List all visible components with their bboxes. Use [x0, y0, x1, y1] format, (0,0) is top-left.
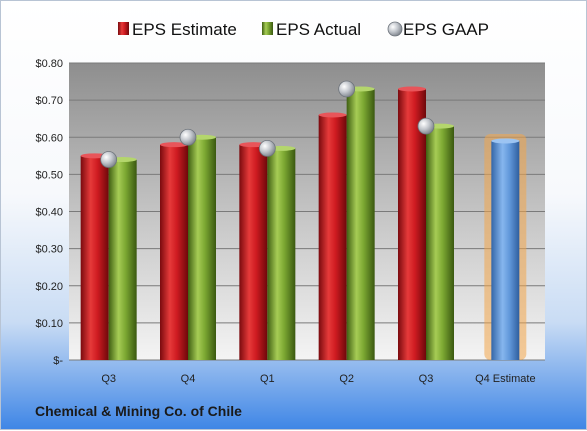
gridlines: [69, 62, 545, 361]
eps-gaap-point: [258, 139, 276, 157]
legend-label: EPS Estimate: [132, 20, 237, 39]
bar-future-estimate: [491, 140, 520, 360]
x-tick-label: Q4: [181, 373, 196, 385]
y-tick-label: $0.30: [35, 244, 63, 256]
legend: EPS Estimate EPS Actual EPS GAAP: [118, 20, 489, 39]
y-tick-label: $0.20: [35, 281, 63, 293]
eps-gaap-point: [100, 151, 118, 168]
legend-swatch: [262, 22, 273, 35]
legend-swatch: [387, 21, 403, 37]
company-name: Chemical & Mining Co. of Chile: [35, 403, 242, 419]
bar-eps-estimate: [160, 144, 188, 360]
bar-top-cap: [398, 86, 426, 92]
y-tick-label: $0.40: [35, 207, 63, 219]
bar-marks: [80, 80, 527, 361]
bar-top-cap: [160, 142, 188, 148]
x-tick-label: Q4 Estimate: [475, 373, 536, 385]
x-tick-label: Q3: [419, 373, 434, 385]
y-tick-label: $0.50: [35, 169, 63, 181]
y-tick-label: $0.10: [35, 318, 63, 330]
x-tick-label: Q3: [101, 373, 116, 385]
bar-eps-estimate: [239, 144, 268, 360]
bar-eps-actual: [188, 137, 216, 360]
legend-item: EPS Estimate: [118, 20, 237, 39]
bar-top-cap: [318, 112, 347, 118]
x-tick-label: Q1: [260, 373, 275, 385]
eps-gaap-point: [179, 128, 197, 146]
bar-top-cap: [491, 138, 520, 144]
x-tick-label: Q2: [339, 373, 354, 385]
x-axis-ticks: Q3 Q4 Q1 Q2 Q3 Q4 Estimate: [101, 373, 535, 385]
legend-item: EPS Actual: [262, 20, 361, 39]
y-axis-ticks: $- $0.10 $0.20 $0.30 $0.40 $0.50 $0.60 $0.70 $0.…: [35, 58, 63, 367]
bar-eps-actual: [346, 88, 375, 361]
legend-label: EPS GAAP: [403, 20, 489, 39]
bar-eps-actual: [267, 148, 296, 360]
eps-gaap-point: [338, 80, 356, 98]
y-tick-label: $-: [53, 355, 63, 367]
legend-swatch: [118, 22, 129, 35]
y-tick-label: $0.60: [35, 132, 63, 144]
bar-eps-actual: [426, 126, 454, 360]
eps-gaap-point: [417, 117, 435, 135]
bar-eps-estimate: [80, 155, 109, 360]
y-tick-label: $0.80: [35, 58, 63, 70]
bar-eps-estimate: [318, 114, 347, 360]
y-tick-label: $0.70: [35, 95, 63, 107]
legend-label: EPS Actual: [276, 20, 361, 39]
legend-item: EPS GAAP: [387, 20, 489, 39]
bar-eps-estimate: [398, 88, 426, 361]
bar-eps-actual: [108, 159, 137, 360]
